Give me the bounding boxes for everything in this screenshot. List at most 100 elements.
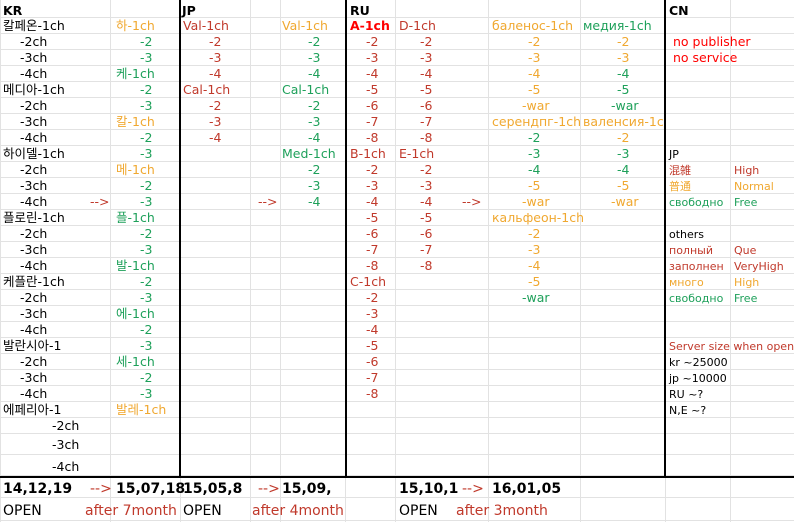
cell-text[interactable]: -3 [528,242,541,257]
cell-text[interactable]: 발-1ch [116,258,155,273]
cell-text[interactable]: -2 [528,226,541,241]
cell-text[interactable]: -2ch [20,162,48,177]
cell-text[interactable]: полный [669,244,713,257]
cell-text[interactable]: 하-1ch [116,18,155,33]
cell-text[interactable]: -2ch [20,34,48,49]
cell-text[interactable]: -2ch [20,290,48,305]
cell-text[interactable]: D-1ch [399,18,436,33]
cell-text[interactable]: 플로린-1ch [3,210,65,225]
cell-text[interactable]: -2 [420,34,433,49]
cell-text[interactable]: -6 [420,226,433,241]
cell-text[interactable]: баленос-1ch [492,18,573,33]
cell-text[interactable]: Cal-1ch [282,82,330,97]
cell-text[interactable]: -2 [528,130,541,145]
cell-text[interactable]: -4 [366,66,379,81]
cell-text[interactable]: -2 [140,370,153,385]
cell-text[interactable]: -3 [617,50,630,65]
cell-text[interactable]: -2 [420,162,433,177]
cell-text[interactable]: JP [669,148,679,161]
cell-text[interactable]: 에페리아-1 [3,402,62,417]
cell-text[interactable]: -4 [308,66,321,81]
cell-text[interactable]: --> [90,481,112,497]
cell-text[interactable]: 칼-1ch [116,114,155,129]
cell-text[interactable]: after 3month [456,503,548,519]
cell-text[interactable]: -3 [366,178,379,193]
cell-text[interactable]: after 4month [252,503,344,519]
cell-text[interactable]: 세-1ch [116,354,155,369]
cell-text[interactable]: Free [734,196,758,209]
cell-text[interactable]: -4 [308,194,321,209]
cell-text[interactable]: -6 [366,226,379,241]
cell-text[interactable]: C-1ch [350,274,386,289]
cell-text[interactable]: -3 [140,338,153,353]
cell-text[interactable]: -2 [209,98,222,113]
cell-text[interactable]: -5 [528,274,541,289]
cell-text[interactable]: -2 [617,130,630,145]
cell-text[interactable]: --> [90,194,110,209]
cell-text[interactable]: Free [734,292,758,305]
cell-text[interactable]: -2 [308,98,321,113]
cell-text[interactable]: 14,12,19 [3,481,73,497]
cell-text[interactable]: 칼페온-1ch [3,18,65,33]
cell-text[interactable]: -4 [209,66,222,81]
cell-text[interactable]: -3 [366,50,379,65]
cell-text[interactable]: 케-1ch [116,66,155,81]
cell-text[interactable]: -5 [617,82,630,97]
cell-text[interactable]: 混雑 [669,164,691,177]
cell-text[interactable]: after 7month [85,503,177,519]
cell-text[interactable]: -5 [420,210,433,225]
cell-text[interactable]: --> [258,481,280,497]
cell-text[interactable]: -7 [420,114,433,129]
cell-text[interactable]: KR [3,3,23,18]
cell-text[interactable]: 15,10,1 [399,481,459,497]
cell-text[interactable]: -3 [209,114,222,129]
cell-text[interactable]: -2 [140,274,153,289]
cell-text[interactable]: -3 [209,50,222,65]
cell-text[interactable]: VeryHigh [734,260,784,273]
cell-text[interactable]: -3ch [52,437,80,452]
cell-text[interactable]: 15,05,8 [183,481,243,497]
cell-text[interactable]: CN [669,3,689,18]
cell-text[interactable]: -war [611,98,639,113]
cell-text[interactable]: 15,09, [282,481,332,497]
cell-text[interactable]: -2 [366,34,379,49]
cell-text[interactable]: Normal [734,180,774,193]
cell-text[interactable]: -8 [366,130,379,145]
cell-text[interactable]: N,E ~? [669,404,707,417]
cell-text[interactable]: -2 [140,226,153,241]
cell-text[interactable]: -7 [366,242,379,257]
cell-text[interactable]: -4 [528,66,541,81]
cell-text[interactable]: -7 [420,242,433,257]
cell-text[interactable]: медия-1ch [583,18,652,33]
cell-text[interactable]: -5 [420,82,433,97]
cell-text[interactable]: -4 [366,322,379,337]
cell-text[interactable]: -8 [366,386,379,401]
cell-text[interactable]: no publisher [673,34,751,49]
cell-text[interactable]: много [669,276,704,289]
cell-text[interactable]: -4ch [20,130,48,145]
cell-text[interactable]: -5 [617,178,630,193]
cell-text[interactable]: -3ch [20,306,48,321]
cell-text[interactable]: JP [182,3,196,18]
cell-text[interactable]: -2 [308,34,321,49]
cell-text[interactable]: -4 [209,130,222,145]
cell-text[interactable]: -6 [420,98,433,113]
cell-text[interactable]: Server size when open [669,340,794,353]
cell-text[interactable]: -4 [617,162,630,177]
cell-text[interactable]: -3 [140,290,153,305]
cell-text[interactable]: -4ch [20,66,48,81]
cell-text[interactable]: Que [734,244,757,257]
cell-text[interactable]: Med-1ch [282,146,336,161]
cell-text[interactable]: кальфеон-1ch [492,210,585,225]
cell-text[interactable]: -2 [140,34,153,49]
cell-text[interactable]: RU [350,3,370,18]
cell-text[interactable]: -7 [366,370,379,385]
cell-text[interactable]: -7 [366,114,379,129]
cell-text[interactable]: -3 [308,178,321,193]
cell-text[interactable]: свободно [669,196,724,209]
cell-text[interactable]: Val-1ch [282,18,328,33]
cell-text[interactable]: -4ch [20,386,48,401]
cell-text[interactable]: -8 [366,258,379,273]
cell-text[interactable]: свободно [669,292,724,305]
